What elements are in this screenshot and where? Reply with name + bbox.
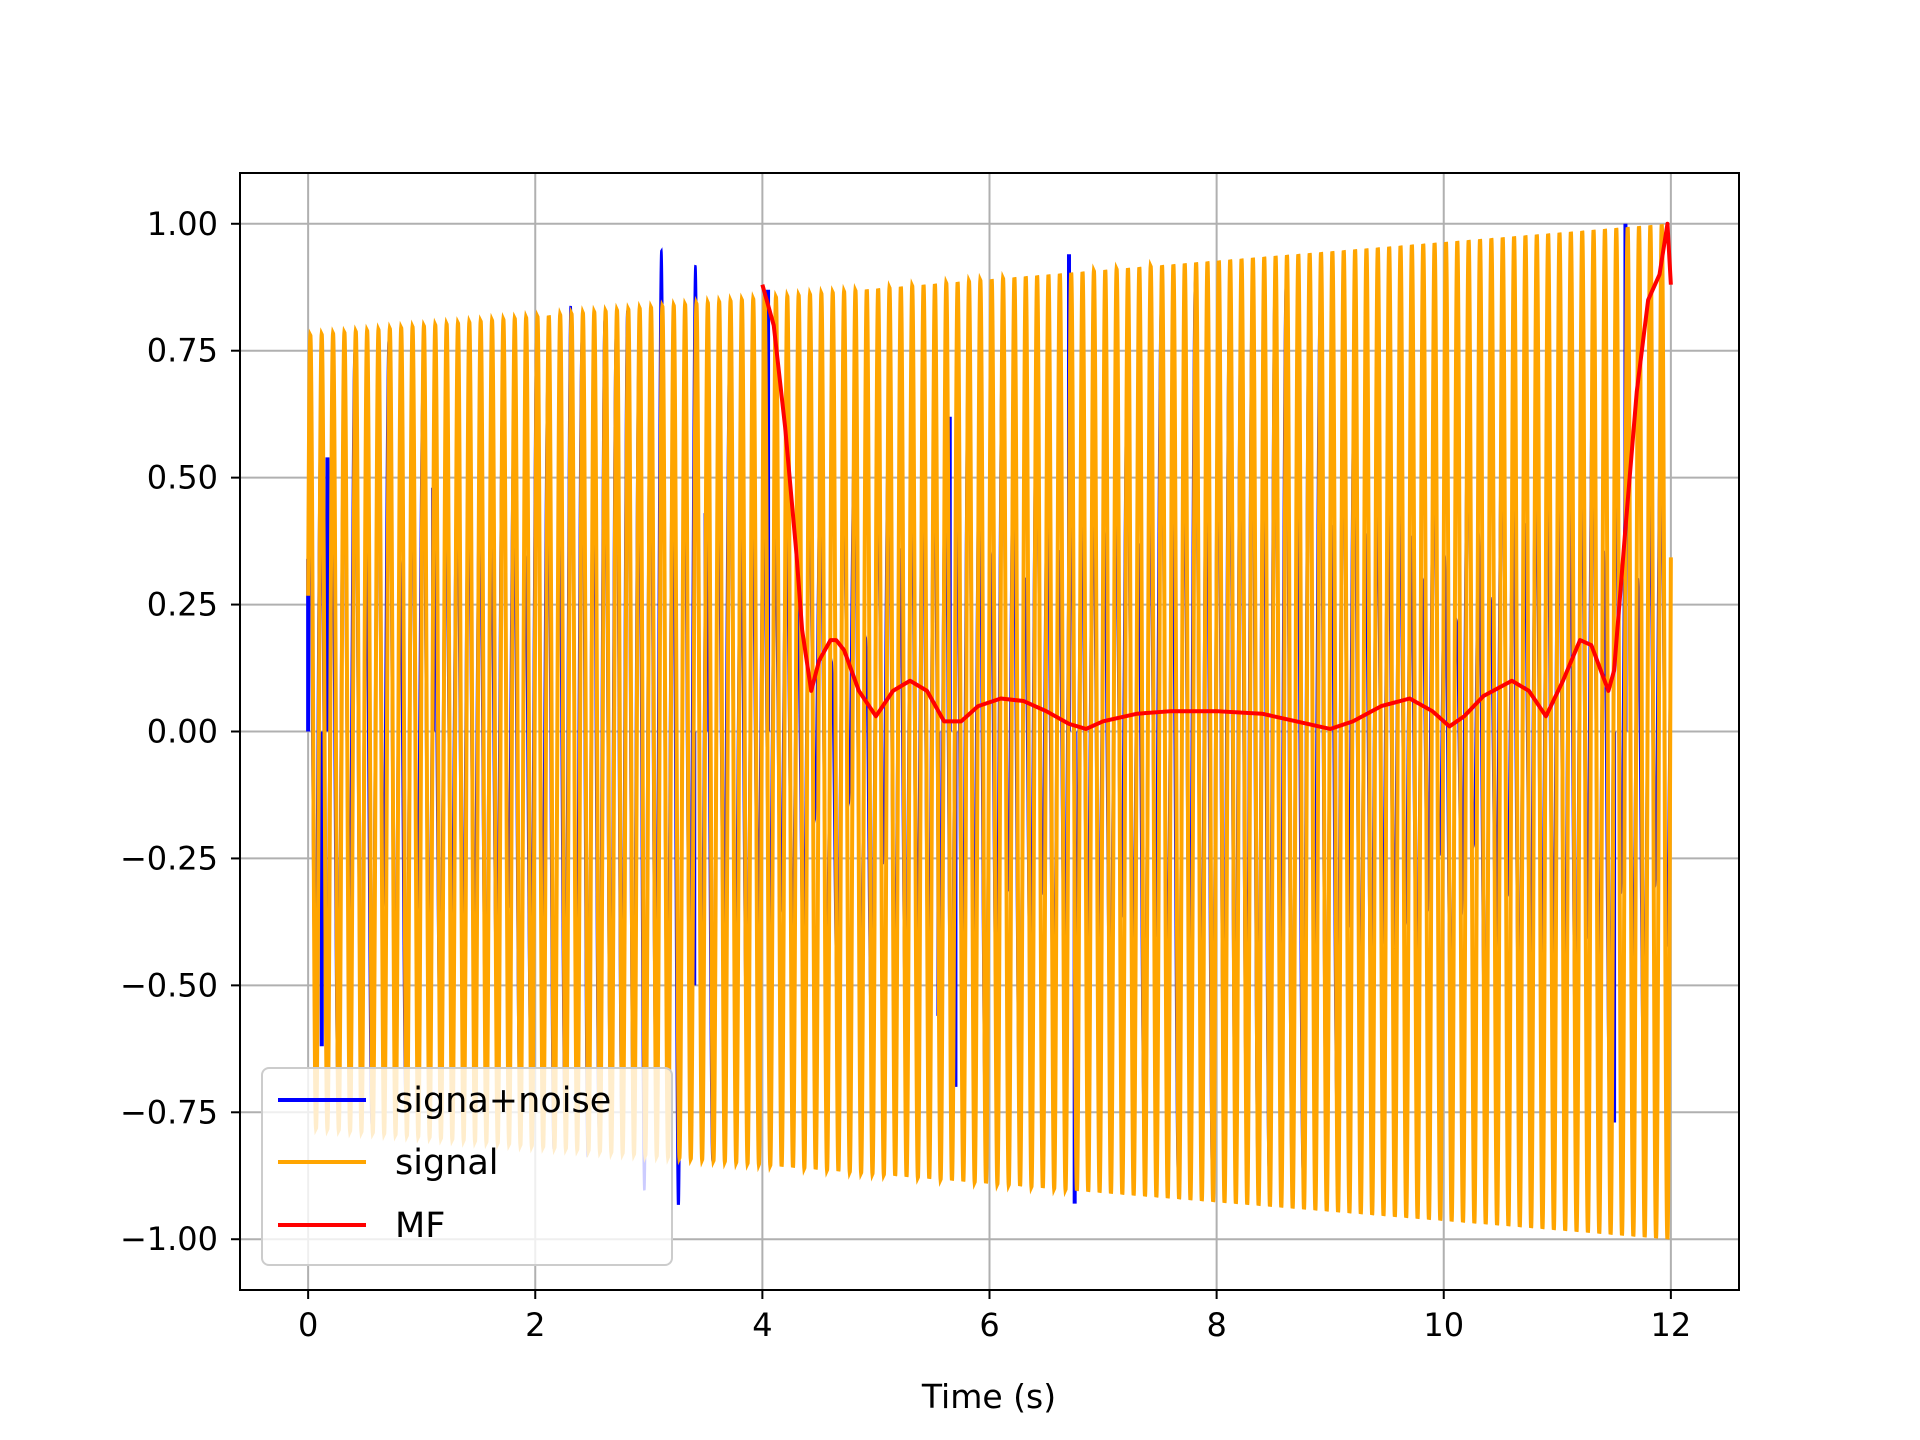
y-tick-label: 0.25 xyxy=(147,586,218,624)
x-tick-label: 6 xyxy=(979,1306,999,1344)
y-tick-label: −1.00 xyxy=(120,1220,218,1258)
y-tick-label: −0.75 xyxy=(120,1093,218,1131)
x-tick-label: 4 xyxy=(752,1306,772,1344)
x-tick-label: 12 xyxy=(1651,1306,1692,1344)
series-layer xyxy=(306,221,1673,1240)
x-tick-label: 8 xyxy=(1206,1306,1226,1344)
legend-label-signal: signal xyxy=(395,1143,499,1183)
y-tick-label: −0.25 xyxy=(120,839,218,877)
x-tick-label: 0 xyxy=(298,1306,318,1344)
x-tick-label: 10 xyxy=(1423,1306,1464,1344)
series-line-mf xyxy=(760,221,1673,731)
x-axis: 0 2 4 6 8 10 12 xyxy=(298,1290,1691,1344)
y-tick-label: 0.00 xyxy=(147,713,218,751)
y-tick-label: 0.75 xyxy=(147,332,218,370)
x-axis-label: Time (s) xyxy=(921,1377,1056,1416)
y-axis: 1.00 0.75 0.50 0.25 0.00 −0.25 −0.50 −0.75 −1.00 xyxy=(120,205,240,1258)
x-tick-label: 2 xyxy=(525,1306,545,1344)
legend-label-signa-noise: signa+noise xyxy=(395,1081,611,1121)
y-tick-label: −0.50 xyxy=(120,966,218,1004)
y-tick-label: 0.50 xyxy=(147,459,218,497)
legend: signa+noise signal MF xyxy=(261,1067,673,1266)
series-line-signal xyxy=(306,223,1673,1240)
legend-box xyxy=(261,1067,673,1266)
legend-label-mf: MF xyxy=(395,1206,445,1246)
y-tick-label: 1.00 xyxy=(147,205,218,243)
